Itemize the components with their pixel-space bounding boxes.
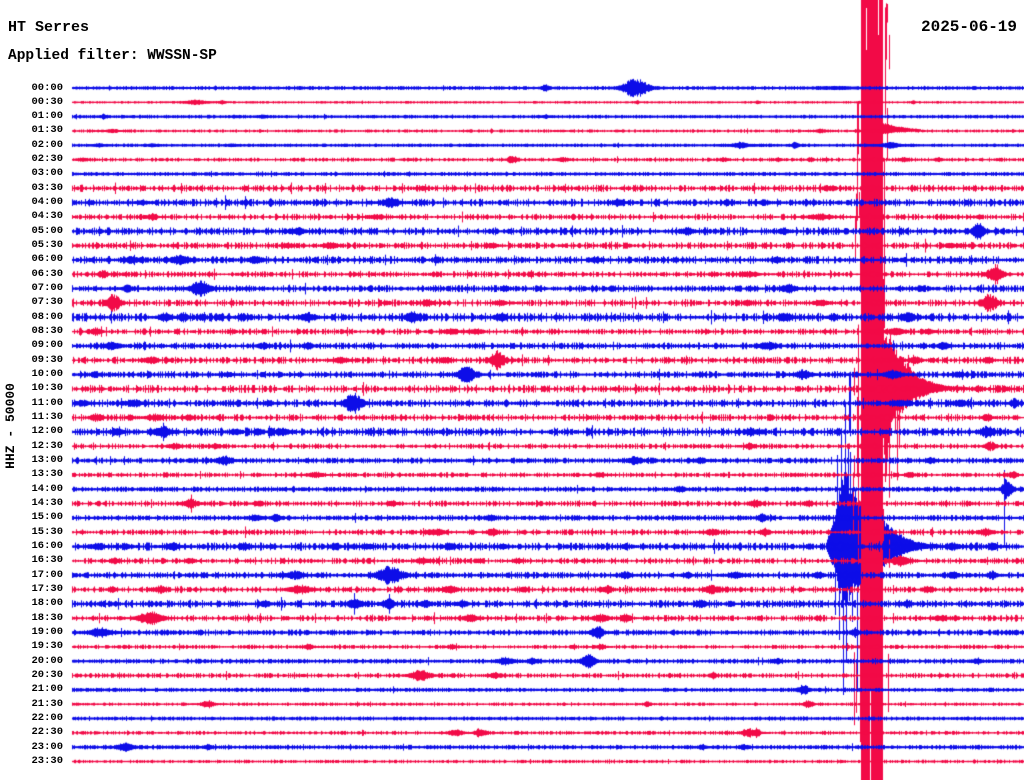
time-label: 00:00 xyxy=(31,81,63,94)
time-label: 16:30 xyxy=(31,554,63,567)
time-label: 02:30 xyxy=(31,153,63,166)
time-label: 19:30 xyxy=(31,640,63,653)
time-label: 07:30 xyxy=(31,296,63,309)
time-label: 18:00 xyxy=(31,597,63,610)
time-label: 05:00 xyxy=(31,224,63,237)
date-label: 2025-06-19 xyxy=(920,18,1017,36)
time-label: 11:00 xyxy=(31,396,63,409)
time-label: 08:30 xyxy=(31,325,63,338)
time-label: 13:00 xyxy=(31,454,63,467)
time-label: 04:00 xyxy=(31,196,63,209)
time-label: 20:30 xyxy=(31,669,63,682)
filter-label: Applied filter: WWSSN-SP xyxy=(8,48,217,64)
time-label: 23:30 xyxy=(31,755,63,767)
time-label: 11:30 xyxy=(31,411,63,424)
time-label: 14:30 xyxy=(31,497,63,510)
time-label: 08:00 xyxy=(31,310,63,323)
time-label: 21:30 xyxy=(31,697,63,710)
time-label: 06:30 xyxy=(31,267,63,280)
time-label: 22:00 xyxy=(31,712,63,725)
time-label: 02:00 xyxy=(31,138,63,151)
time-label: 23:00 xyxy=(31,740,63,753)
time-label: 01:00 xyxy=(31,110,63,123)
time-label: 03:30 xyxy=(31,181,63,194)
time-label: 12:30 xyxy=(31,439,63,452)
time-label: 10:00 xyxy=(31,368,63,381)
time-label: 16:00 xyxy=(31,540,63,553)
station-name: HT Serres xyxy=(8,19,90,36)
time-label: 20:00 xyxy=(31,654,63,667)
time-label: 05:30 xyxy=(31,239,63,252)
time-label: 17:30 xyxy=(31,583,63,596)
time-label: 00:30 xyxy=(31,95,63,108)
time-label: 03:00 xyxy=(31,167,63,180)
time-label: 09:30 xyxy=(31,353,63,366)
time-label: 13:30 xyxy=(31,468,63,481)
time-label: 17:00 xyxy=(31,568,63,581)
time-label: 15:30 xyxy=(31,525,63,538)
time-label: 04:30 xyxy=(31,210,63,223)
time-label: 01:30 xyxy=(31,124,63,137)
time-label: 21:00 xyxy=(31,683,63,696)
time-label: 22:30 xyxy=(31,726,63,739)
time-label: 07:00 xyxy=(31,282,63,295)
time-label: 10:30 xyxy=(31,382,63,395)
time-label: 06:00 xyxy=(31,253,63,266)
time-label: 09:00 xyxy=(31,339,63,352)
time-label: 19:00 xyxy=(31,626,63,639)
time-label: 14:00 xyxy=(31,482,63,495)
time-label: 15:00 xyxy=(31,511,63,524)
time-label: 18:30 xyxy=(31,611,63,624)
time-label: 12:00 xyxy=(31,425,63,438)
